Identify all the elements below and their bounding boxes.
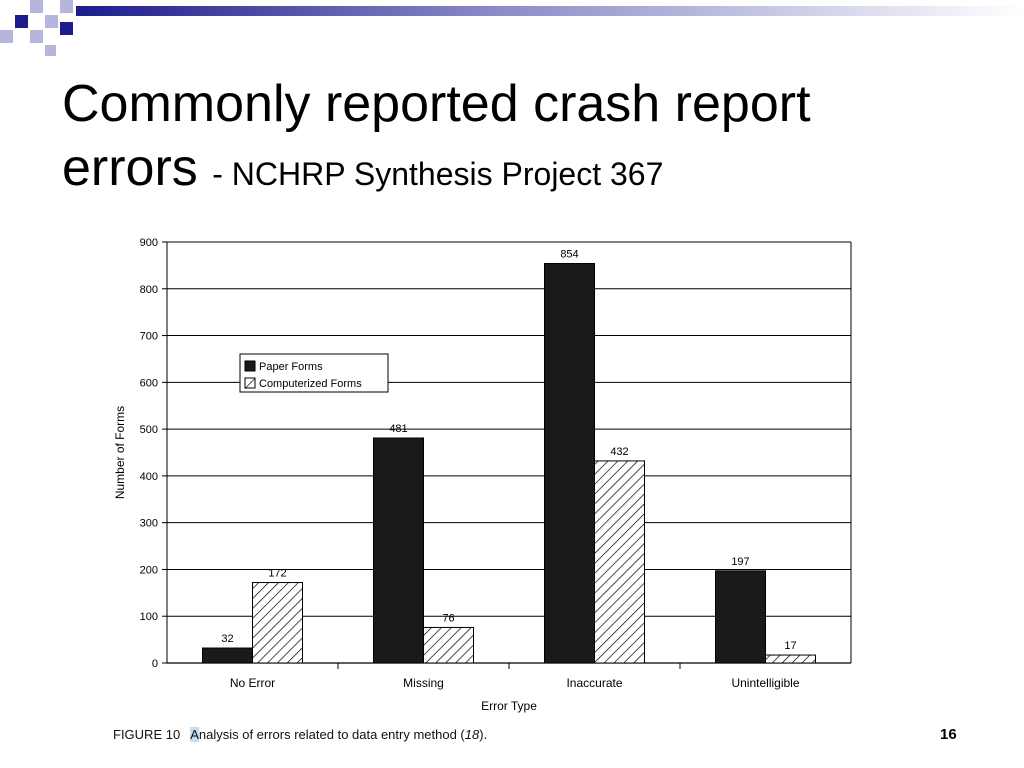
caption-ref: 18 — [464, 727, 480, 742]
bar-computerized-forms — [423, 626, 474, 664]
bar-computerized-forms — [252, 582, 303, 664]
data-label: 432 — [610, 446, 628, 458]
bar-chart: 0 100 200 300 400 500 600 700 800 900 32 172 No Erro… — [113, 237, 852, 713]
legend-label: Paper Forms — [259, 361, 323, 373]
deco-square-7 — [60, 22, 73, 35]
data-label: 32 — [221, 633, 233, 645]
y-tick-label: 400 — [140, 471, 158, 483]
deco-square-4 — [30, 30, 43, 43]
x-tick-label: Missing — [403, 676, 444, 690]
title-subtitle: - NCHRP Synthesis Project 367 — [212, 156, 664, 192]
bar-paper-forms — [715, 570, 766, 664]
legend-swatch-paper — [244, 360, 256, 372]
legend-box — [239, 353, 389, 393]
bar-computerized-forms — [765, 654, 816, 664]
x-tick-label: No Error — [230, 676, 275, 690]
y-tick-label: 900 — [140, 237, 158, 249]
title-line-1: Commonly reported crash report — [62, 75, 811, 133]
caption-highlight: A — [190, 727, 199, 742]
deco-square-1 — [15, 15, 28, 28]
data-label: 17 — [784, 640, 796, 652]
x-tick-label: Unintelligible — [731, 676, 799, 690]
y-tick-label: 500 — [140, 424, 158, 436]
y-tick-label: 200 — [140, 564, 158, 576]
deco-square-2 — [30, 0, 43, 13]
data-label: 172 — [268, 568, 286, 580]
data-label: 197 — [731, 556, 749, 568]
title-line-2: errors — [62, 139, 198, 197]
y-tick-label: 300 — [140, 518, 158, 530]
bar-paper-forms — [544, 263, 595, 664]
deco-square-8 — [45, 45, 56, 56]
data-label: 481 — [389, 423, 407, 435]
legend-label: Computerized Forms — [259, 378, 362, 390]
caption-text: nalysis of errors related to data entry … — [198, 727, 465, 742]
y-tick-label: 0 — [152, 658, 158, 670]
slide-number: 16 — [940, 726, 957, 743]
legend-swatch-computerized — [244, 377, 256, 389]
bar-paper-forms — [373, 437, 424, 664]
y-tick-label: 800 — [140, 284, 158, 296]
x-tick-label: Inaccurate — [566, 676, 622, 690]
x-axis-label: Error Type — [481, 699, 537, 713]
y-axis-label: Number of Forms — [113, 406, 127, 499]
caption-end: ). — [479, 727, 488, 742]
y-tick-label: 100 — [140, 611, 158, 623]
deco-square-5 — [60, 0, 73, 13]
caption-label: FIGURE 10 — [113, 727, 181, 742]
y-tick-label: 600 — [140, 377, 158, 389]
slide-title: Commonly reported crash report errors - … — [62, 72, 1002, 206]
deco-square-3 — [45, 15, 58, 28]
data-label: 76 — [442, 612, 454, 624]
deco-square-6 — [0, 30, 13, 43]
header-gradient-band — [76, 6, 1024, 16]
figure-caption: FIGURE 10 Analysis of errors related to d… — [113, 727, 487, 742]
bar-computerized-forms — [594, 460, 645, 664]
data-label: 854 — [560, 249, 578, 261]
y-tick-label: 700 — [140, 331, 158, 343]
header-decoration — [0, 0, 1024, 56]
bar-paper-forms — [202, 647, 253, 664]
